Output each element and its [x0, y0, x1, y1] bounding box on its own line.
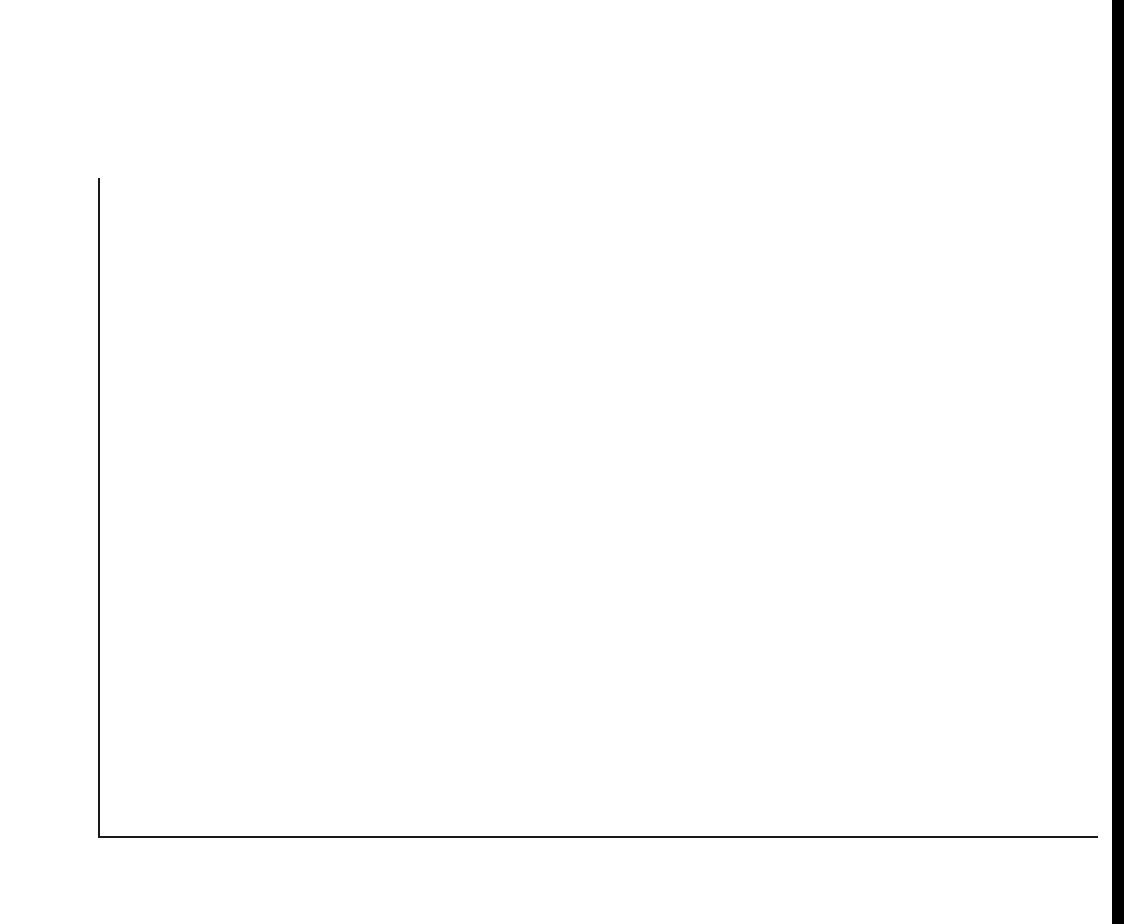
plot-area [98, 178, 1098, 838]
chart-canvas [0, 0, 1124, 924]
y-axis [98, 178, 100, 838]
right-strip [1112, 0, 1124, 924]
x-axis [98, 836, 1098, 838]
